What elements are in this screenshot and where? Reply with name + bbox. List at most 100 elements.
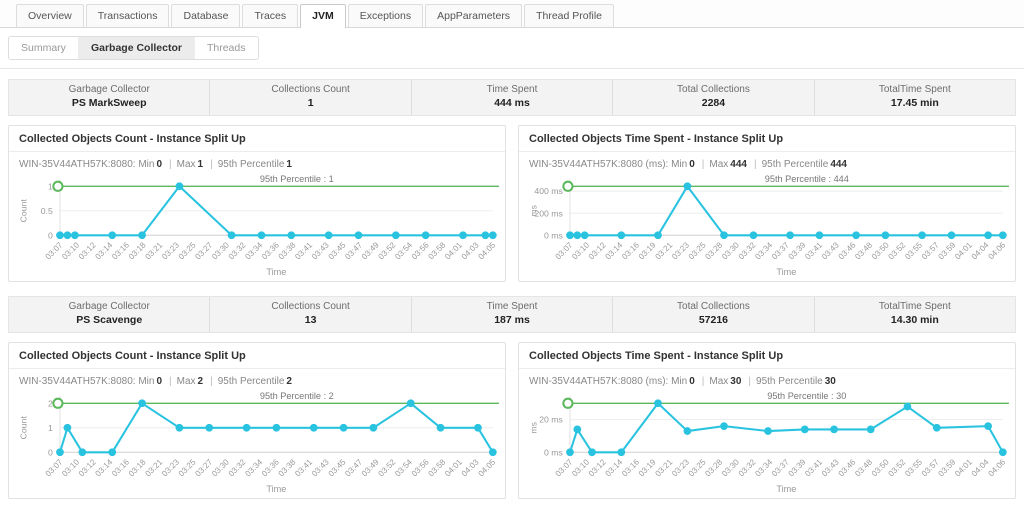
data-point[interactable] (272, 424, 281, 432)
data-point[interactable] (683, 182, 692, 191)
tab-transactions[interactable]: Transactions (85, 4, 170, 27)
instance-stats-line: WIN-35V44ATH57K:8080 (ms): Min 0 | Max 30 | 95… (529, 376, 836, 388)
data-point[interactable] (287, 231, 296, 240)
x-tick-label: 03:41 (803, 240, 824, 261)
data-point[interactable] (309, 424, 318, 432)
data-point[interactable] (257, 231, 266, 240)
data-point[interactable] (852, 231, 861, 240)
x-tick-label: 03:52 (887, 457, 908, 478)
collected-objects-time-chart[interactable]: 0 ms 200 ms 400 ms ms 03:07 03:10 03:12 03:14 03… (519, 170, 1015, 281)
x-tick-label: 03:34 (243, 240, 264, 261)
min-label: Min (671, 159, 688, 170)
data-point[interactable] (138, 231, 146, 240)
data-point[interactable] (998, 231, 1007, 240)
percentile-marker[interactable] (52, 397, 64, 410)
x-tick-label: 03:10 (60, 457, 81, 478)
subtab-summary[interactable]: Summary (9, 37, 79, 59)
max-value: 2 (197, 376, 204, 388)
data-point[interactable] (580, 231, 589, 240)
data-point[interactable] (786, 231, 794, 240)
percentile-marker[interactable] (562, 180, 574, 192)
data-point[interactable] (918, 231, 926, 240)
data-point[interactable] (932, 424, 941, 432)
data-point[interactable] (683, 427, 692, 436)
stat-label: Total Collections (677, 301, 750, 313)
data-point[interactable] (242, 424, 251, 432)
data-point[interactable] (573, 231, 582, 240)
percentile-marker[interactable] (52, 180, 64, 192)
data-point[interactable] (354, 231, 363, 240)
x-tick-label: 04:03 (460, 457, 481, 478)
data-point[interactable] (488, 231, 497, 240)
data-point[interactable] (830, 425, 838, 434)
page: Overview Transactions Database Traces JV… (0, 4, 1024, 500)
x-tick-label: 03:58 (427, 457, 448, 478)
data-point[interactable] (566, 448, 574, 457)
tab-appparameters[interactable]: AppParameters (425, 4, 523, 27)
data-point[interactable] (800, 425, 809, 434)
tab-thread-profile[interactable]: Thread Profile (524, 4, 615, 27)
percentile-marker[interactable] (562, 397, 574, 410)
data-point[interactable] (391, 231, 400, 240)
data-point[interactable] (339, 424, 348, 432)
data-point[interactable] (749, 231, 758, 240)
stat-total-collections: Total Collections 2284 (612, 80, 813, 115)
data-point[interactable] (481, 231, 490, 240)
data-point[interactable] (108, 231, 117, 240)
data-point[interactable] (654, 231, 662, 240)
data-point[interactable] (175, 182, 184, 191)
collected-objects-count-chart[interactable]: 0 0.5 1 Count 03:07 03:10 03:12 03:14 03:16 03:18… (9, 170, 505, 281)
data-point[interactable] (984, 231, 993, 240)
data-point[interactable] (63, 424, 72, 432)
tab-overview[interactable]: Overview (16, 4, 84, 27)
x-tick-label: 03:54 (393, 457, 414, 478)
tab-jvm[interactable]: JVM (300, 4, 346, 28)
x-tick-label: 03:32 (737, 457, 758, 478)
subtab-threads[interactable]: Threads (206, 42, 246, 54)
tab-database[interactable]: Database (171, 4, 241, 27)
tab-traces[interactable]: Traces (242, 4, 299, 27)
data-point[interactable] (866, 425, 875, 434)
data-point[interactable] (573, 425, 582, 434)
data-point[interactable] (227, 231, 236, 240)
data-point[interactable] (205, 424, 214, 432)
data-point[interactable] (815, 231, 824, 240)
collected-objects-time-chart[interactable]: 0 ms 20 ms ms 03:07 03:10 03:12 03:14 03:16 03:1… (519, 387, 1015, 498)
chart-row: Collected Objects Count - Instance Split… (8, 342, 1016, 500)
jvm-subtab-row: Summary Garbage Collector Threads (0, 28, 1024, 69)
data-point[interactable] (56, 231, 64, 240)
data-point[interactable] (369, 424, 378, 432)
data-point[interactable] (406, 399, 415, 408)
data-point[interactable] (617, 448, 626, 457)
data-point[interactable] (764, 427, 772, 436)
p95-value: 2 (286, 376, 292, 388)
data-point[interactable] (421, 231, 430, 240)
data-point[interactable] (654, 399, 662, 408)
data-point[interactable] (984, 422, 993, 431)
data-point[interactable] (436, 424, 445, 432)
data-point[interactable] (78, 448, 87, 457)
data-point[interactable] (108, 448, 117, 457)
data-point[interactable] (63, 231, 72, 240)
data-point[interactable] (903, 402, 912, 411)
data-point[interactable] (947, 231, 956, 240)
data-point[interactable] (588, 448, 596, 457)
data-point[interactable] (324, 231, 333, 240)
jvm-sub-tabs: Summary Garbage Collector Threads (8, 36, 259, 60)
data-point[interactable] (70, 231, 79, 240)
data-point[interactable] (459, 231, 467, 240)
data-point[interactable] (998, 448, 1007, 457)
subtab-garbage-collector[interactable]: Garbage Collector (78, 37, 195, 59)
data-point[interactable] (617, 231, 626, 240)
data-point[interactable] (881, 231, 890, 240)
data-point[interactable] (175, 424, 184, 432)
tab-exceptions[interactable]: Exceptions (347, 4, 424, 27)
data-point[interactable] (56, 448, 64, 457)
data-point[interactable] (138, 399, 146, 408)
data-point[interactable] (720, 422, 728, 431)
data-point[interactable] (474, 424, 482, 432)
data-point[interactable] (566, 231, 574, 240)
data-point[interactable] (720, 231, 728, 240)
data-point[interactable] (488, 448, 497, 457)
collected-objects-count-chart[interactable]: 0 1 2 Count 03:07 03:10 03:12 03:14 03:16 03:18 03… (9, 387, 505, 498)
